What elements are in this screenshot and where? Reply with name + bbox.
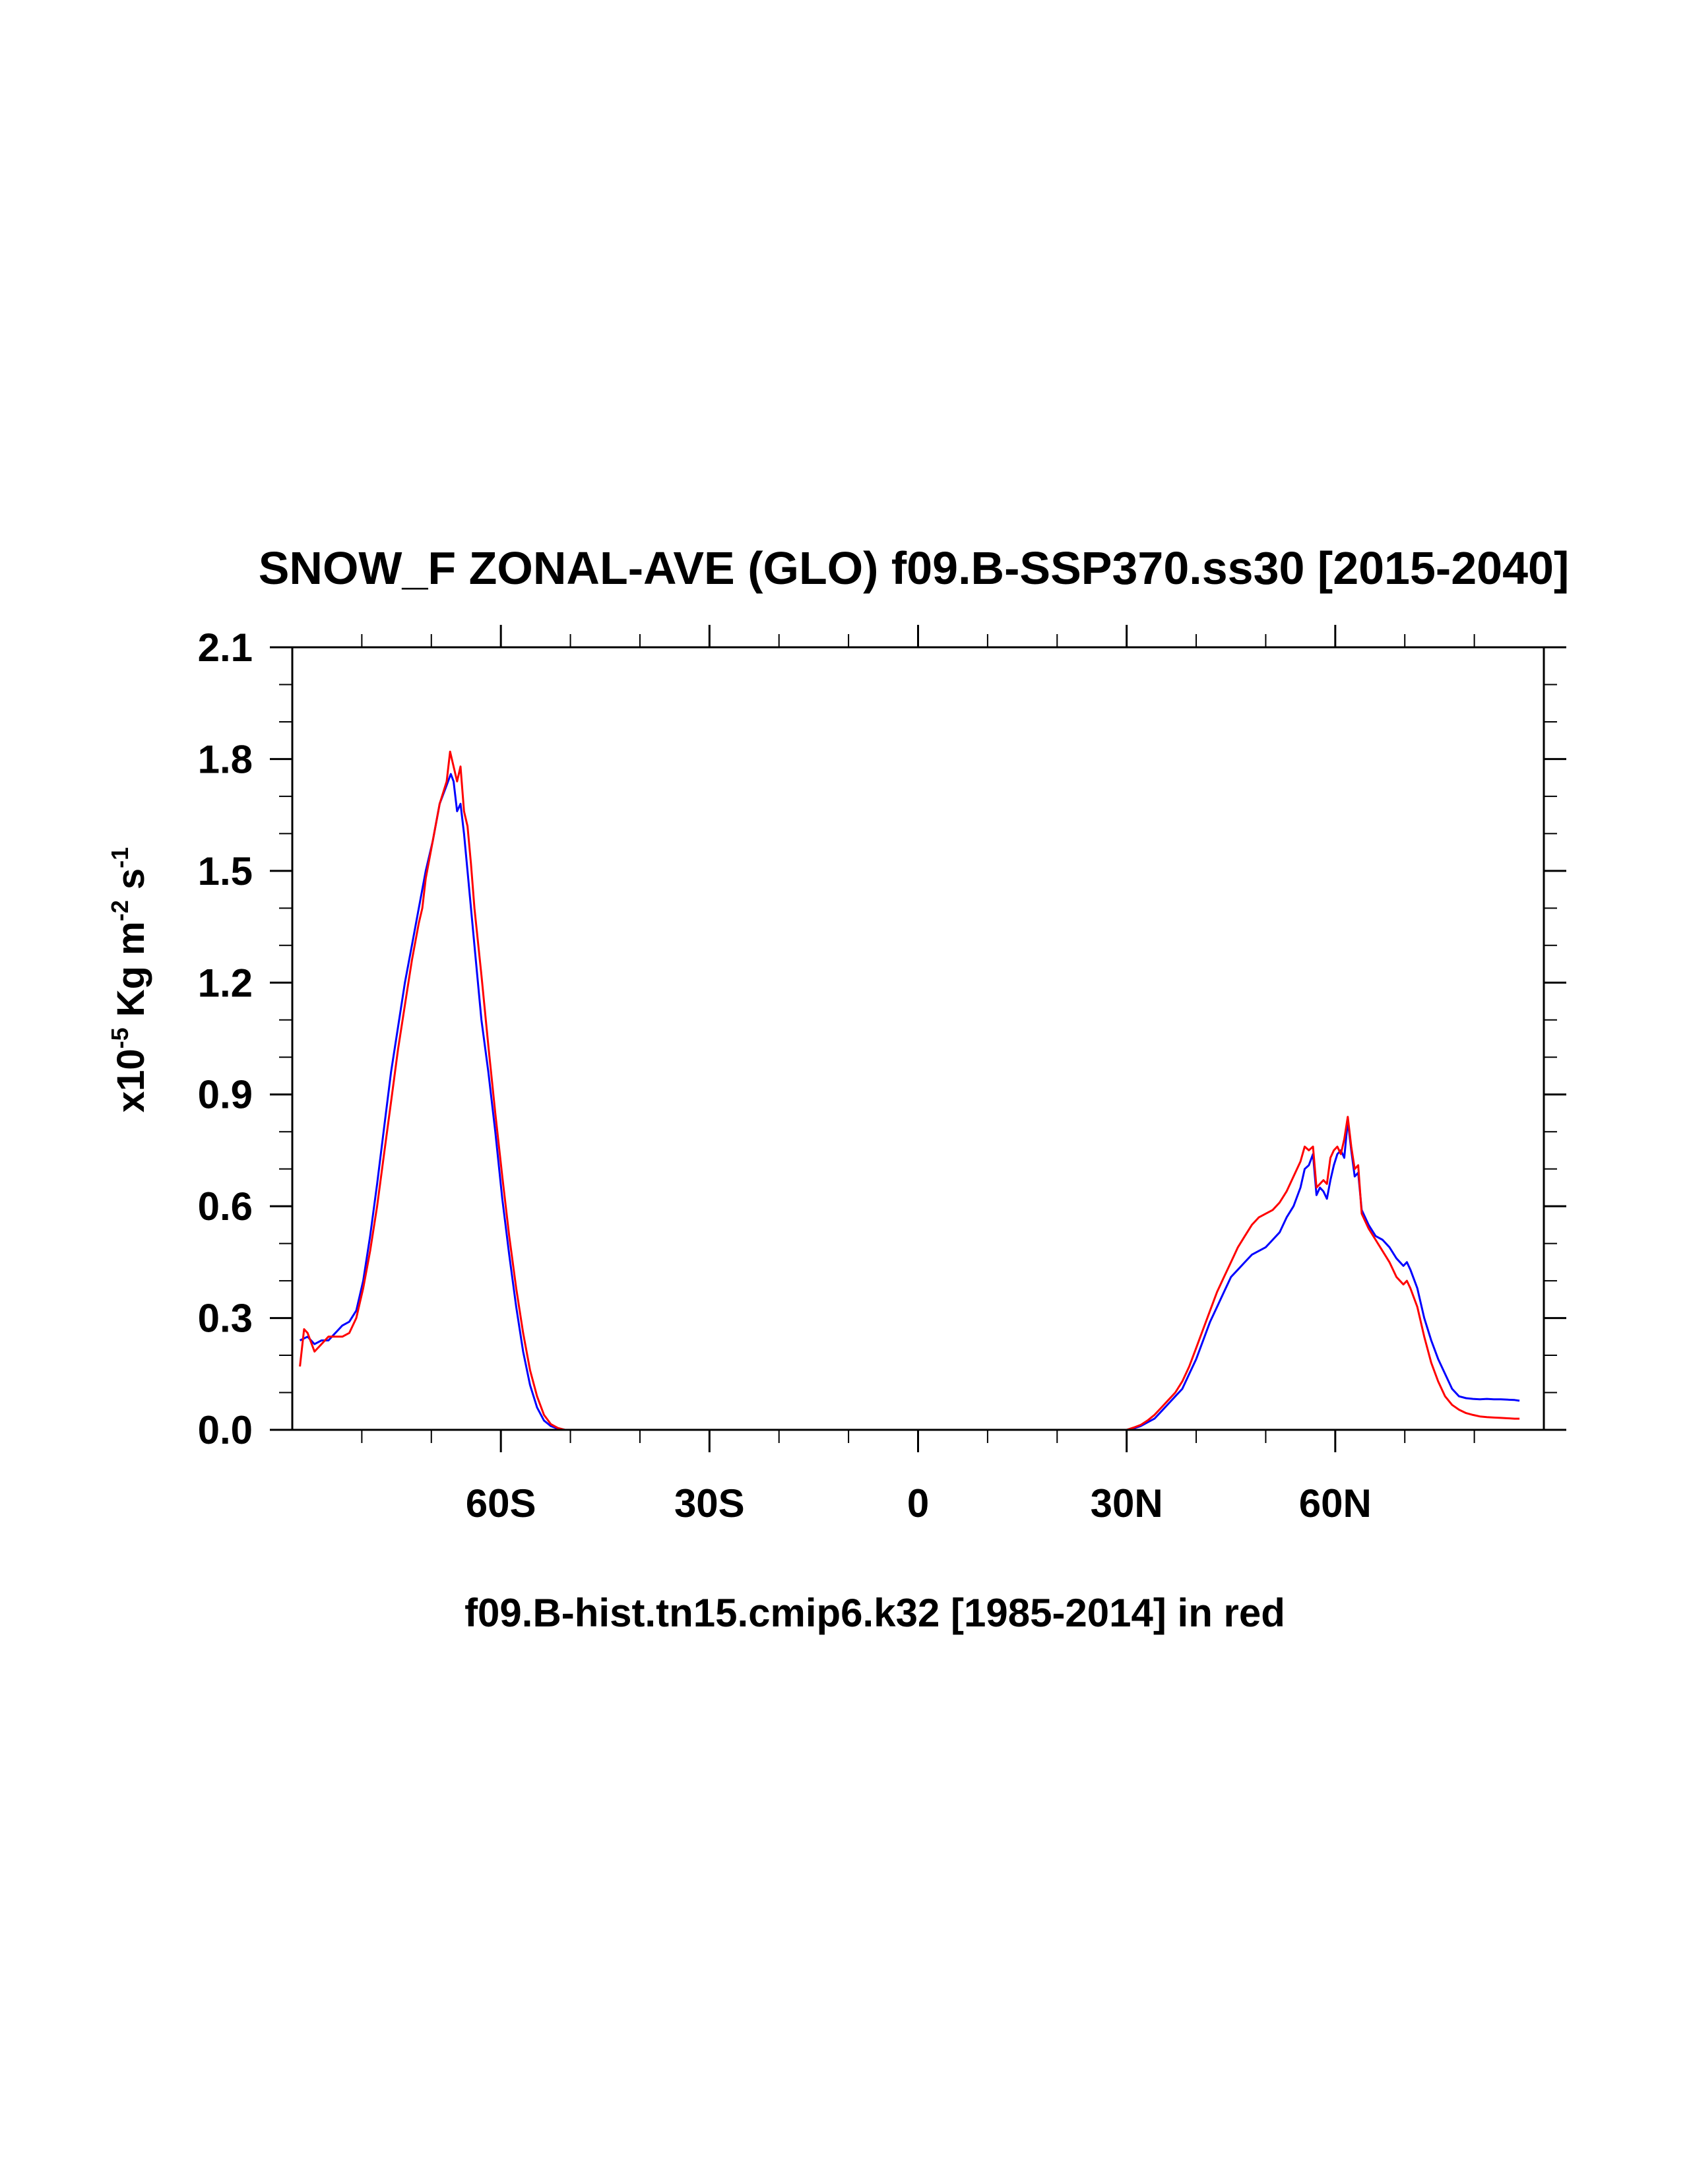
y-label-unit1: Kg m — [110, 921, 152, 1027]
y-label-exp3: -1 — [106, 847, 133, 868]
y-tick-label-1: 0.3 — [198, 1297, 253, 1341]
y-tick-label-0: 0.0 — [198, 1408, 253, 1452]
series-line-0 — [299, 773, 1520, 1431]
x-tick-label-0: 60S — [466, 1481, 536, 1526]
y-tick-label-4: 1.2 — [198, 961, 253, 1005]
chart-title: SNOW_F ZONAL-AVE (GLO) f09.B-SSP370.ss30… — [259, 542, 1570, 594]
x-tick-label-2: 0 — [907, 1481, 929, 1526]
plot-frame — [291, 646, 1545, 1431]
y-tick-label-6: 1.8 — [198, 737, 253, 781]
y-tick-label-7: 2.1 — [198, 626, 253, 670]
y-label-prefix: x10 — [110, 1048, 152, 1112]
y-tick-label-5: 1.5 — [198, 849, 253, 893]
y-label-exp2: -2 — [106, 900, 133, 921]
y-label-unit2: s — [110, 868, 152, 900]
y-label-exp1: -5 — [106, 1027, 133, 1048]
series-layer — [299, 750, 1520, 1431]
x-tick-label-4: 60N — [1299, 1481, 1372, 1526]
ticks-layer: 0.0 0.3 0.6 0.9 1.2 1.5 1.8 2.1 60S 30S 0 30N 60N — [198, 625, 1566, 1526]
series-line-1 — [299, 750, 1520, 1431]
svg-text:x10-5 Kg m-2 s-1: x10-5 Kg m-2 s-1 — [106, 847, 152, 1112]
y-tick-label-3: 0.9 — [198, 1073, 253, 1117]
y-axis-label: x10-5 Kg m-2 s-1 — [106, 847, 152, 1112]
x-tick-label-3: 30N — [1091, 1481, 1163, 1526]
x-tick-label-1: 30S — [674, 1481, 745, 1526]
y-tick-label-2: 0.6 — [198, 1184, 253, 1229]
plot-area: 0.0 0.3 0.6 0.9 1.2 1.5 1.8 2.1 60S 30S 0 30N 60N — [198, 625, 1566, 1526]
x-axis-label: f09.B-hist.tn15.cmip6.k32 [1985-2014] in… — [464, 1591, 1285, 1635]
